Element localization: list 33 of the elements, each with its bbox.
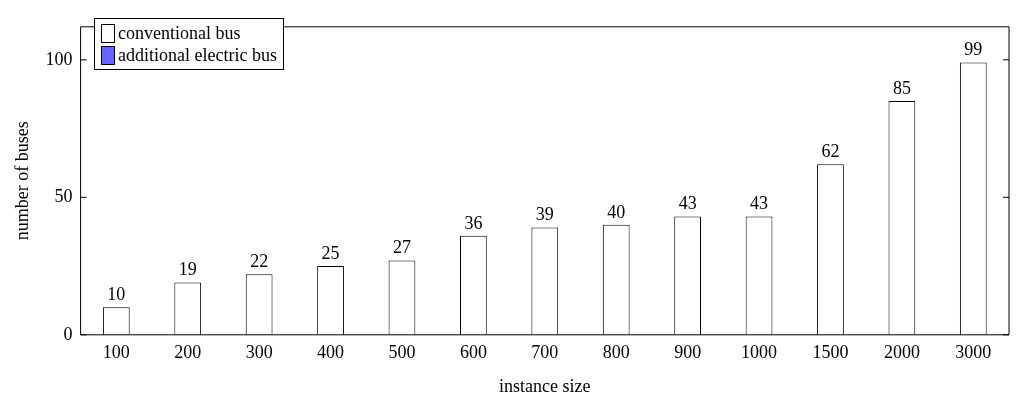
x-tick-label: 100 [102,342,130,363]
total-label: 22 [250,251,269,272]
x-tick-label: 300 [245,342,273,363]
total-label: 43 [750,193,769,214]
x-tick-label: 1000 [741,342,778,363]
total-label: 25 [321,242,340,263]
y-tick-label: 0 [63,323,73,344]
total-label: 10 [107,284,126,305]
x-tick-label: 600 [459,342,487,363]
total-label: 27 [392,237,411,258]
y-axis-title: number of buses [11,121,32,241]
x-tick-label: 200 [174,342,202,363]
x-axis-title: instance size [499,375,591,396]
total-label: 43 [678,193,697,214]
x-tick-label: 700 [531,342,559,363]
total-label: 85 [892,77,911,98]
total-label: 99 [964,39,983,60]
legend-label: additional electric bus [118,44,277,66]
x-tick-label: 3000 [955,342,992,363]
total-label: 36 [464,212,483,233]
text: conventional bus [118,22,241,44]
x-tick-label: 800 [602,342,630,363]
total-label: 40 [607,201,626,222]
total-label: 39 [535,204,554,225]
y-tick-label: 50 [54,186,73,207]
total-label: 19 [178,259,197,280]
total-label: 62 [821,141,840,162]
x-tick-label: 1500 [812,342,849,363]
x-tick-label: 900 [674,342,702,363]
x-tick-label: 400 [317,342,345,363]
y-tick-label: 100 [45,48,73,69]
x-tick-label: 2000 [883,342,920,363]
x-tick-label: 500 [388,342,416,363]
